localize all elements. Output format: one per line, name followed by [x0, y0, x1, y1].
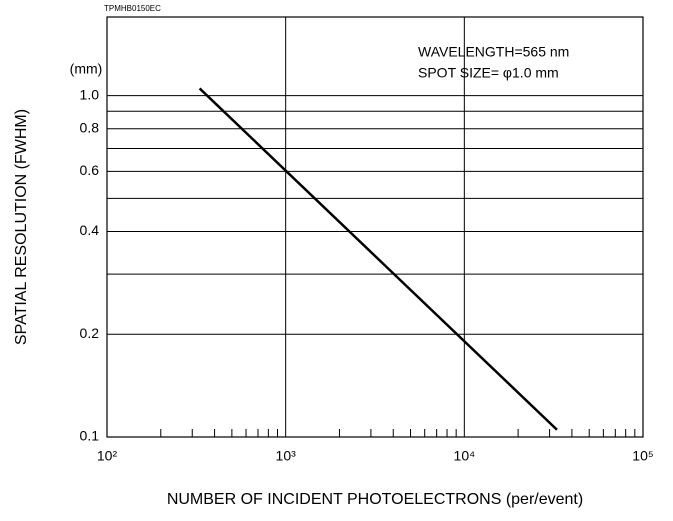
y-unit: (mm) [70, 61, 103, 77]
annotation: WAVELENGTH=565 nm [418, 44, 569, 60]
x-tick-label: 10⁵ [632, 448, 653, 464]
figure-code: TPMHB0150EC [104, 4, 161, 13]
x-tick-label: 10³ [276, 448, 297, 464]
x-axis-label: NUMBER OF INCIDENT PHOTOELECTRONS (per/e… [167, 491, 583, 508]
x-tick-label: 10⁴ [454, 448, 476, 464]
y-tick-label: 1.0 [80, 86, 100, 102]
annotation: SPOT SIZE= φ1.0 mm [418, 65, 559, 81]
y-tick-label: 0.2 [80, 325, 100, 341]
y-tick-label: 0.8 [80, 119, 100, 135]
y-tick-label: 0.1 [80, 428, 100, 444]
data-line [198, 87, 558, 431]
plot-frame [106, 16, 644, 438]
y-tick-label: 0.4 [80, 222, 100, 238]
x-tick-label: 10² [97, 448, 118, 464]
y-tick-label: 0.6 [80, 162, 100, 178]
y-axis-label: SPATIAL RESOLUTION (FWHM) [13, 109, 30, 345]
